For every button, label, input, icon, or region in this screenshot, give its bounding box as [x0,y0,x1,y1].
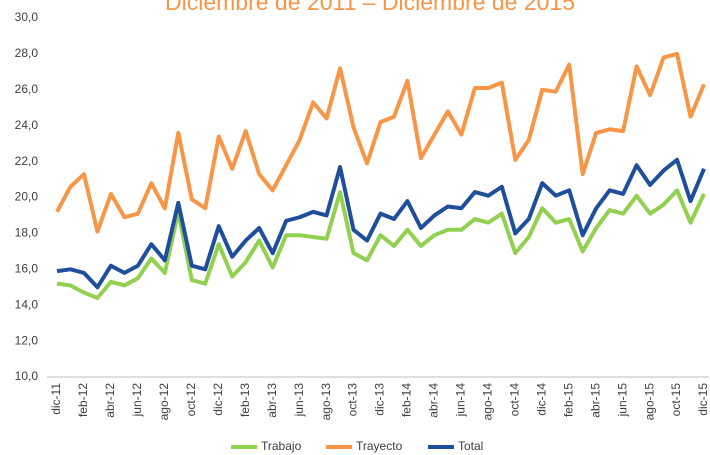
x-tick-label: jun-14 [454,383,468,418]
series-line [55,51,706,234]
series-line [56,188,706,301]
x-tick-label: feb-12 [76,383,90,417]
x-tick-label: ago-13 [319,383,333,421]
x-tick-label: abr-15 [588,383,602,418]
y-tick-label: 28,0 [15,46,39,60]
x-tick-label: oct-14 [507,383,521,417]
y-tick-label: 18,0 [15,226,39,240]
legend-label: Total [458,439,483,453]
x-tick-label: oct-15 [669,383,683,417]
series-line [56,157,706,290]
x-tick-label: dic-11 [49,383,63,415]
x-tick-label: jun-13 [292,383,306,418]
x-tick-label: oct-12 [184,383,198,417]
legend-label: Trayecto [356,439,403,453]
y-tick-label: 30,0 [15,10,39,24]
y-tick-label: 20,0 [15,190,39,204]
x-tick-label: dic-12 [211,383,225,416]
x-tick-label: dic-13 [373,383,387,416]
x-tick-label: feb-13 [238,383,252,417]
x-tick-label: feb-15 [561,383,575,417]
x-tick-label: feb-14 [400,383,414,417]
x-tick-label: ago-14 [481,383,495,421]
x-tick-label: dic-15 [696,383,710,416]
x-tick-label: jun-15 [615,383,629,418]
y-tick-label: 16,0 [15,261,39,275]
x-tick-label: dic-14 [534,383,548,416]
legend-label: Trabajo [261,439,302,453]
x-tick-label: abr-13 [265,383,279,418]
x-tick-label: ago-15 [642,383,656,421]
x-tick-label: abr-14 [427,383,441,418]
chart-title: Diciembre de 2011 – Diciembre de 2015 [165,0,575,15]
x-tick-label: ago-12 [157,383,171,421]
y-tick-label: 26,0 [15,82,39,96]
y-tick-label: 12,0 [15,333,39,347]
x-tick-label: oct-13 [346,383,360,417]
y-tick-label: 24,0 [15,118,39,132]
y-tick-label: 14,0 [15,297,39,311]
y-tick-label: 10,0 [15,369,39,383]
x-tick-label: jun-12 [130,383,144,418]
x-tick-label: abr-12 [103,383,117,418]
y-tick-label: 22,0 [15,154,39,168]
